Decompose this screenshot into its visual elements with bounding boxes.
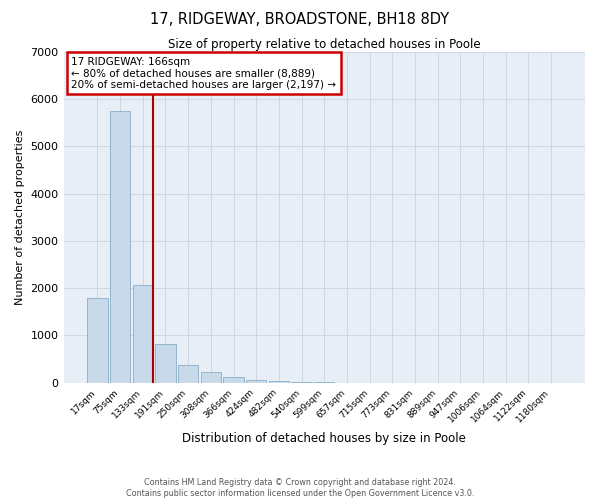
Bar [223, 377, 244, 382]
Bar [178, 365, 199, 382]
Bar [200, 372, 221, 382]
Bar [87, 298, 107, 382]
Text: Contains HM Land Registry data © Crown copyright and database right 2024.
Contai: Contains HM Land Registry data © Crown c… [126, 478, 474, 498]
Bar [269, 381, 289, 382]
Text: 17 RIDGEWAY: 166sqm
← 80% of detached houses are smaller (8,889)
20% of semi-det: 17 RIDGEWAY: 166sqm ← 80% of detached ho… [71, 56, 337, 90]
Bar [246, 380, 266, 382]
Bar [133, 285, 153, 382]
Bar [110, 111, 130, 382]
X-axis label: Distribution of detached houses by size in Poole: Distribution of detached houses by size … [182, 432, 466, 445]
Y-axis label: Number of detached properties: Number of detached properties [15, 130, 25, 305]
Title: Size of property relative to detached houses in Poole: Size of property relative to detached ho… [168, 38, 481, 51]
Text: 17, RIDGEWAY, BROADSTONE, BH18 8DY: 17, RIDGEWAY, BROADSTONE, BH18 8DY [151, 12, 449, 28]
Bar [155, 344, 176, 383]
